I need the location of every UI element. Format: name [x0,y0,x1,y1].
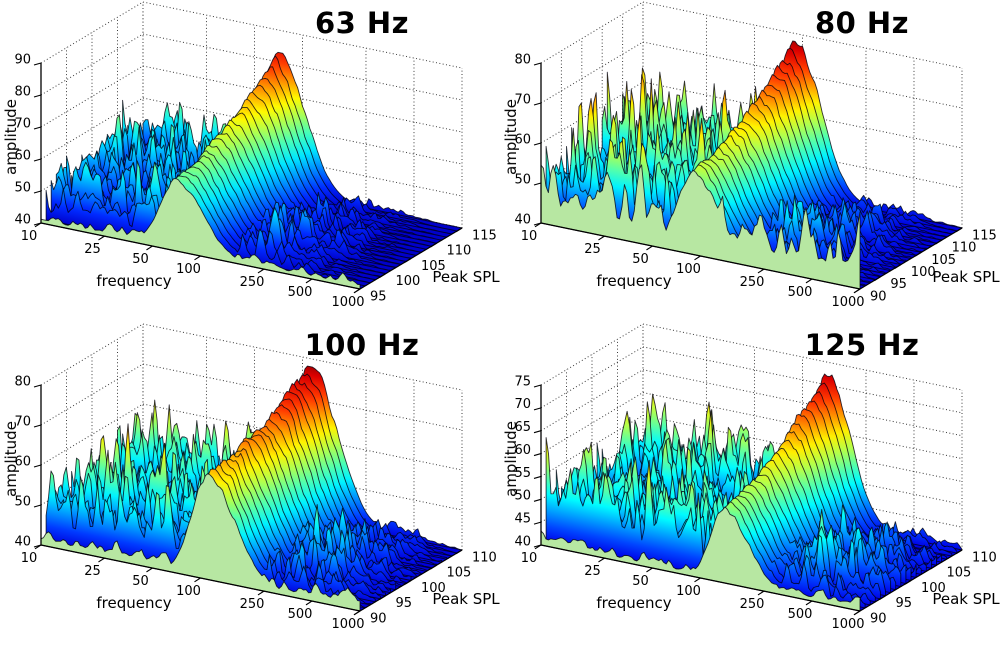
z-axis-label: amplitude [2,99,20,175]
x-axis-label: frequency [96,272,172,290]
x-axis-label: frequency [596,594,672,612]
panel-125hz: 125 Hz frequency Peak SPL amplitude [500,322,1000,645]
surface-plot-canvas-100hz [0,322,500,644]
panel-63hz: 63 Hz frequency Peak SPL amplitude [0,0,500,322]
surface-plot-canvas-125hz [500,322,1000,644]
surface-plot-canvas-63hz [0,0,500,322]
panel-80hz: 80 Hz frequency Peak SPL amplitude [500,0,1000,322]
x-axis-label: frequency [596,272,672,290]
panel-title: 125 Hz [804,328,920,362]
y-axis-label: Peak SPL [432,268,500,286]
panel-title: 80 Hz [814,6,910,40]
x-axis-label: frequency [96,594,172,612]
y-axis-label: Peak SPL [932,590,1000,608]
y-axis-label: Peak SPL [432,590,500,608]
z-axis-label: amplitude [502,99,520,175]
panel-title: 100 Hz [304,328,420,362]
panel-100hz: 100 Hz frequency Peak SPL amplitude [0,322,500,645]
surface-plot-canvas-80hz [500,0,1000,322]
z-axis-label: amplitude [502,421,520,497]
z-axis-label: amplitude [2,421,20,497]
y-axis-label: Peak SPL [932,268,1000,286]
panel-title: 63 Hz [314,6,410,40]
